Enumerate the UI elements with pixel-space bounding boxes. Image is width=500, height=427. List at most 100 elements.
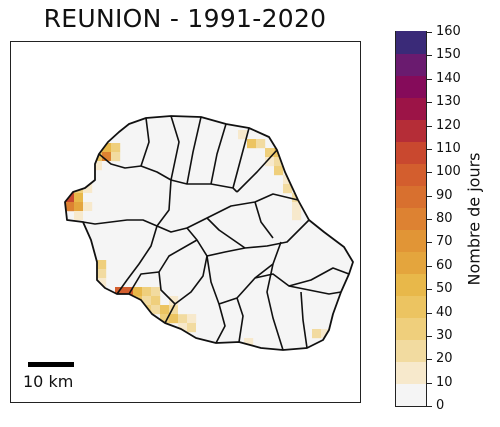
colorbar-tick-label: 90 <box>436 187 453 203</box>
grid-cell <box>178 323 188 333</box>
grid-cell <box>265 157 275 167</box>
grid-cell <box>97 269 107 279</box>
map-panel: 10 km <box>10 41 361 403</box>
colorbar-tick-label: 20 <box>436 351 453 367</box>
colorbar-segment <box>396 383 426 406</box>
colorbar-tick-label: 110 <box>436 140 461 156</box>
colorbar-tick-label: 120 <box>436 117 461 133</box>
colorbar-tick-label: 60 <box>436 257 453 273</box>
grid-cell <box>169 314 179 324</box>
colorbar-tick <box>427 335 432 337</box>
colorbar-tick-label: 10 <box>436 374 453 390</box>
colorbar-tick-label: 160 <box>436 24 461 39</box>
grid-cell <box>169 296 179 306</box>
colorbar-tick-label: 70 <box>436 234 453 250</box>
grid-cell <box>74 202 84 212</box>
grid-cell <box>178 305 188 315</box>
grid-cell <box>124 296 134 306</box>
grid-cell <box>292 202 302 212</box>
grid-cell <box>256 139 266 149</box>
grid-cell <box>321 329 331 339</box>
grid-cell <box>238 130 248 140</box>
scale-bar-label: 10 km <box>23 372 74 391</box>
colorbar-tick <box>427 406 432 407</box>
colorbar-tick <box>427 382 432 384</box>
grid-cell <box>111 143 121 153</box>
grid-cell <box>196 323 206 333</box>
colorbar-tick <box>427 195 432 197</box>
grid-cell <box>151 296 161 306</box>
grid-cell <box>247 139 257 149</box>
grid-cell <box>74 211 84 221</box>
colorbar-tick <box>427 172 432 174</box>
grid-cell <box>97 260 107 270</box>
colorbar-tick-label: 40 <box>436 304 453 320</box>
grid-cell <box>160 305 170 315</box>
grid-cell <box>111 152 121 162</box>
commune-boundaries <box>64 115 354 351</box>
colorbar-tick <box>427 55 432 57</box>
grid-cell <box>115 296 125 306</box>
scale-bar <box>28 362 74 367</box>
grid-cell <box>169 305 179 315</box>
colorbar-tick-label: 80 <box>436 211 453 226</box>
grid-cell <box>274 166 284 176</box>
grid-cell <box>283 184 293 194</box>
colorbar-segment <box>396 273 426 296</box>
grid-cell <box>74 193 84 203</box>
grid-cell <box>178 314 188 324</box>
colorbar-tick-label: 130 <box>436 94 461 110</box>
grid-cell <box>102 152 112 162</box>
grid-cell <box>142 296 152 306</box>
grid-cell <box>265 148 275 158</box>
grid-cell <box>292 211 302 221</box>
colorbar-segment <box>396 361 426 384</box>
grid-cell <box>102 143 112 153</box>
grid-cell <box>229 130 239 140</box>
grid-cell <box>65 202 75 212</box>
colorbar-tick-label: 0 <box>436 398 445 413</box>
grid-cell <box>93 161 103 171</box>
grid-cell <box>187 323 197 333</box>
grid-cell <box>160 314 170 324</box>
grid-cell <box>187 314 197 324</box>
colorbar-tick <box>427 148 432 150</box>
grid-cell <box>151 305 161 315</box>
colorbar-tick <box>427 102 432 104</box>
colorbar-segment <box>396 31 426 54</box>
colorbar-tick-label: 50 <box>436 281 453 297</box>
grid-cell <box>142 287 152 297</box>
colorbar-label: Nombre de jours <box>464 152 484 286</box>
colorbar-segment <box>396 339 426 362</box>
grid-cell <box>124 287 134 297</box>
map-title: REUNION - 1991-2020 <box>43 4 327 33</box>
colorbar <box>395 31 427 407</box>
colorbar-tick <box>427 125 432 127</box>
colorbar-tick <box>427 265 432 267</box>
colorbar-segment <box>396 207 426 230</box>
grid-cell <box>83 211 93 221</box>
colorbar-tick <box>427 312 432 314</box>
colorbar-tick <box>427 78 432 80</box>
grid-cell <box>83 193 93 203</box>
colorbar-tick-label: 140 <box>436 70 461 86</box>
grid-cell <box>83 184 93 194</box>
colorbar-segment <box>396 185 426 208</box>
colorbar-segment <box>396 97 426 120</box>
colorbar-segment <box>396 141 426 164</box>
colorbar-tick <box>427 32 432 33</box>
colorbar-tick-label: 100 <box>436 164 461 180</box>
reunion-map <box>64 115 354 351</box>
colorbar-segment <box>396 75 426 98</box>
grid-cell <box>133 287 143 297</box>
colorbar-segment <box>396 251 426 274</box>
grid-cell <box>274 157 284 167</box>
colorbar-tick <box>427 219 432 220</box>
grid-cell <box>151 287 161 297</box>
colorbar-tick-label: 30 <box>436 327 453 343</box>
colorbar-tick <box>427 289 432 291</box>
colorbar-tick <box>427 242 432 244</box>
grid-cell <box>83 202 93 212</box>
colorbar-segment <box>396 295 426 318</box>
grid-cell <box>102 161 112 171</box>
